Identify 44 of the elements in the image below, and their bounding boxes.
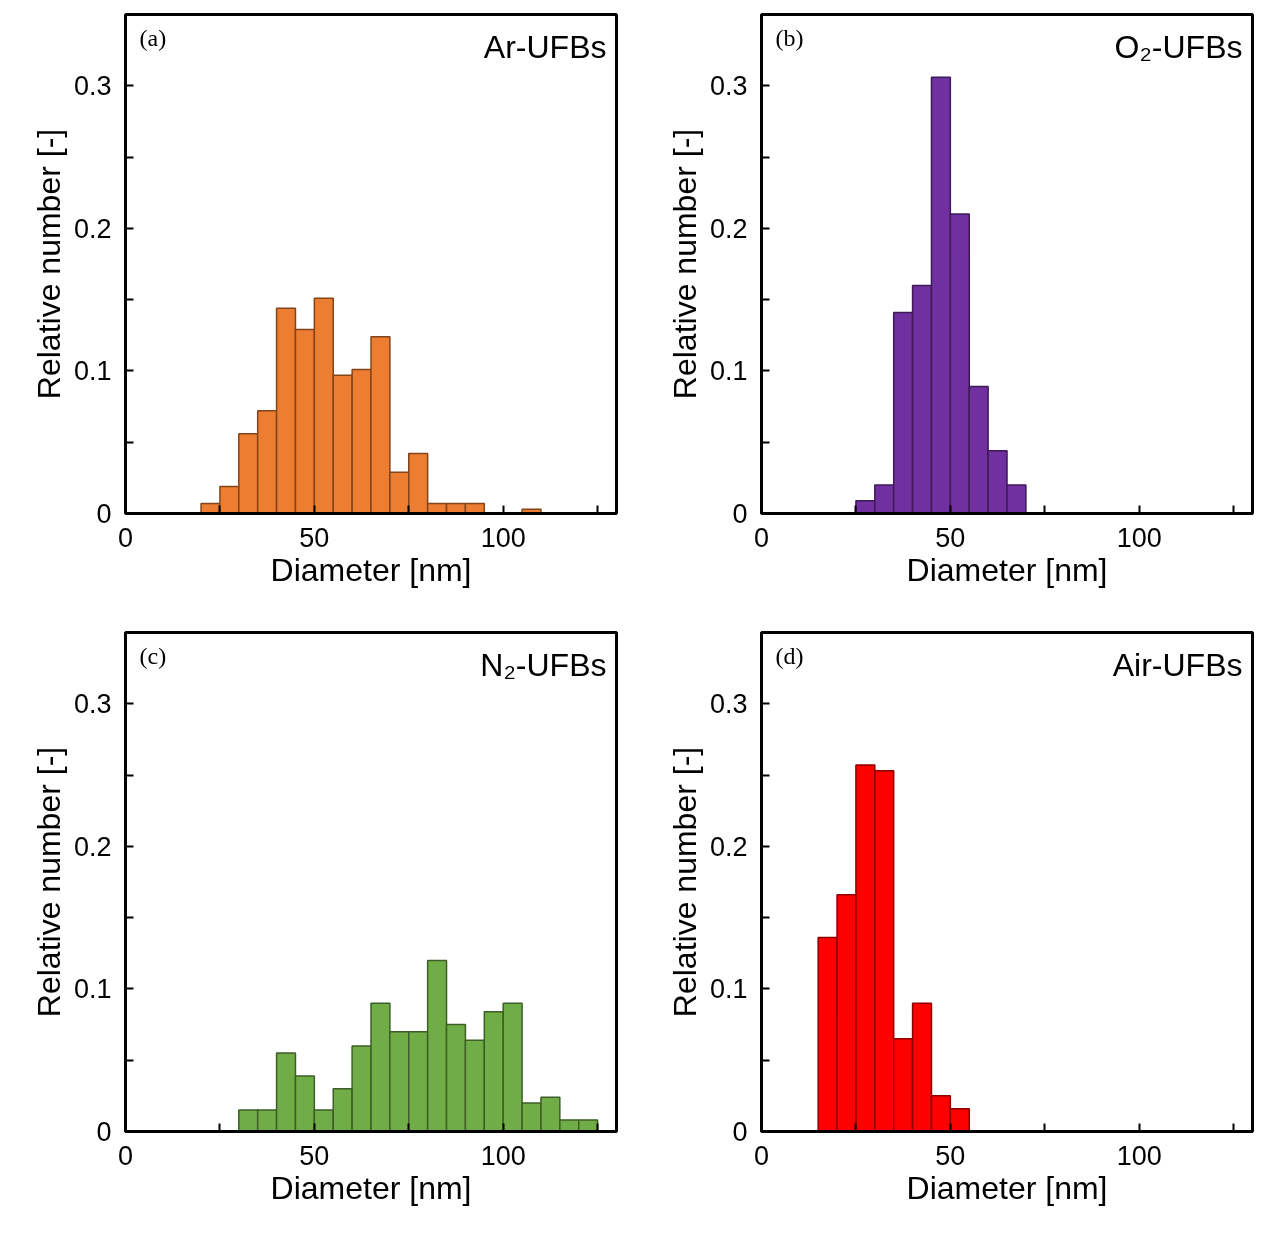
text: Air-UFBs [1112, 646, 1243, 683]
x-tick-label: 50 [935, 1140, 966, 1171]
y-tick-label: 0 [96, 1117, 112, 1147]
y-axis-title: Relative number [-] [30, 746, 67, 1018]
x-tick-label: 100 [1116, 522, 1162, 553]
y-tick-label: 0.3 [709, 689, 748, 720]
text: N₂-UFBs [480, 646, 607, 683]
x-tick-label: 100 [480, 1140, 526, 1171]
y-tick-label: 0.2 [709, 213, 748, 244]
y-tick-label: 0.1 [73, 974, 112, 1005]
y-tick-label: 0.3 [73, 689, 112, 720]
x-tick-label: 50 [935, 522, 966, 553]
x-tick-label: 100 [1116, 1140, 1162, 1171]
y-axis-title: Relative number [-] [30, 128, 67, 400]
x-tick-label: 0 [117, 522, 134, 553]
x-axis-title: Diameter [nm] [270, 1169, 472, 1206]
annotation: (a) [139, 24, 167, 51]
annotation: (c) [139, 642, 167, 669]
y-axis-title: Relative number [-] [666, 128, 703, 400]
text: O₂-UFBs [1114, 28, 1243, 65]
y-tick-label: 0.2 [709, 831, 748, 862]
y-tick-label: 0.3 [709, 71, 748, 102]
text: Ar-UFBs [483, 28, 607, 65]
annotation: (b) [775, 24, 804, 51]
y-axis-title: Relative number [-] [666, 746, 703, 1018]
y-tick-label: 0 [96, 499, 112, 529]
y-tick-label: 0 [732, 499, 748, 529]
x-tick-label: 50 [299, 522, 330, 553]
y-tick-label: 0.1 [73, 356, 112, 387]
y-tick-label: 0.1 [709, 974, 748, 1005]
x-axis-title: Diameter [nm] [906, 551, 1108, 588]
y-tick-label: 0 [732, 1117, 748, 1147]
x-tick-label: 0 [117, 1140, 134, 1171]
x-tick-label: 100 [480, 522, 526, 553]
x-tick-label: 50 [299, 1140, 330, 1171]
y-tick-label: 0.2 [73, 213, 112, 244]
annotation: (d) [775, 642, 804, 669]
y-tick-label: 0.2 [73, 831, 112, 862]
x-axis-title: Diameter [nm] [906, 1169, 1108, 1206]
x-tick-label: 0 [753, 1140, 770, 1171]
y-tick-label: 0.1 [709, 356, 748, 387]
y-tick-label: 0.3 [73, 71, 112, 102]
x-axis-title: Diameter [nm] [270, 551, 472, 588]
x-tick-label: 0 [753, 522, 770, 553]
